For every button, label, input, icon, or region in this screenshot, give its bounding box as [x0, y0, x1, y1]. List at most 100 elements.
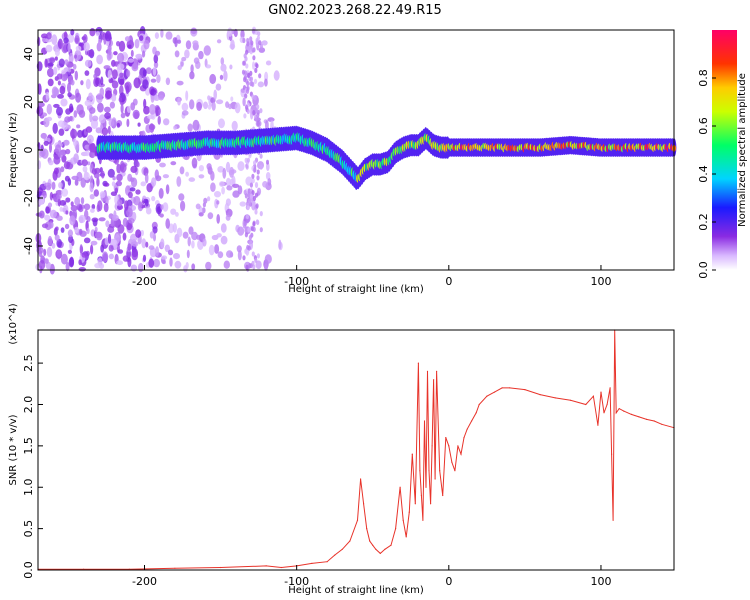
spectrogram-cell — [95, 31, 101, 37]
spectrogram-cell — [76, 124, 81, 129]
spectrogram-cell — [91, 168, 97, 175]
snr-point — [425, 486, 427, 488]
spectrogram-cell — [219, 74, 224, 80]
spectrogram-cell — [147, 114, 155, 120]
snr-series — [37, 329, 675, 570]
spectrogram-cell — [258, 73, 262, 79]
spectrogram-cell — [64, 223, 70, 230]
spectrogram-cell — [254, 257, 258, 263]
spectrogram-cell — [191, 231, 198, 241]
spectrogram-cell — [54, 56, 58, 61]
spectrogram-cell — [38, 250, 43, 258]
spectrogram-cell — [132, 109, 140, 120]
spectrogram-cell — [189, 99, 195, 110]
spectrogram-cell — [220, 57, 225, 65]
spectrogram-cell — [173, 253, 180, 260]
spectrogram-cell — [116, 163, 121, 174]
spectrogram-cell — [94, 226, 98, 233]
spectrogram-cell — [46, 103, 52, 115]
snr-point — [646, 418, 648, 420]
snr-point — [220, 566, 222, 569]
spectrogram-cell — [116, 122, 121, 128]
snr-x-label: Height of straight line (km) — [288, 585, 424, 596]
spectrogram-cell — [251, 173, 255, 179]
spectrogram-cell — [129, 177, 135, 183]
spectrogram-cell — [188, 226, 194, 235]
spectrogram-cell — [122, 255, 129, 262]
spectrogram-cell — [78, 109, 86, 118]
spectrogram-cell — [91, 204, 96, 210]
spectrogram-cell — [252, 110, 256, 116]
spectrogram-cell — [43, 140, 49, 146]
spectrogram-cell — [100, 170, 105, 179]
spectrogram-cell — [245, 63, 249, 69]
spectrogram-cell — [145, 207, 152, 215]
spectrogram-y-tick-label: 40 — [22, 47, 35, 61]
snr-point — [419, 470, 421, 472]
snr-point — [585, 403, 587, 406]
spectrogram-cell — [203, 45, 211, 56]
spectrogram-cell — [65, 197, 71, 203]
spectrogram-cell — [53, 103, 60, 108]
spectrogram-cell — [148, 245, 155, 250]
spectrogram-cell — [217, 251, 224, 259]
spectrogram-cell — [41, 33, 48, 39]
colorbar-tick-label: 0.2 — [697, 213, 710, 231]
snr-point — [349, 540, 351, 542]
spectrogram-cell — [82, 165, 88, 173]
snr-y-tick-label: 0.5 — [22, 520, 35, 538]
spectrogram-cell — [127, 243, 132, 251]
spectrogram-cell — [65, 210, 69, 215]
spectrogram-cell — [165, 184, 170, 195]
spectrogram-cell — [130, 165, 138, 173]
spectrogram-cell — [107, 233, 112, 244]
spectrogram-cell — [177, 97, 181, 106]
spectrogram-cell — [225, 177, 231, 187]
spectrogram-cell — [78, 216, 84, 224]
spectrogram-cell — [242, 37, 246, 44]
spectrogram-cell — [254, 181, 259, 188]
spectrogram-cell — [70, 79, 75, 86]
spectrogram-cell — [192, 119, 200, 131]
spectrogram-cell — [165, 77, 171, 86]
snr-point — [623, 410, 625, 412]
snr-point — [174, 567, 176, 569]
snr-point — [402, 519, 404, 521]
spectrogram-cell — [128, 58, 134, 63]
snr-x-tick-label: 100 — [590, 575, 611, 588]
snr-y-ticks: 0.0 0.5 1.0 1.5 2.0 2.5 — [22, 354, 43, 579]
snr-point — [375, 548, 377, 550]
snr-point — [434, 478, 436, 480]
spectrogram-cell — [259, 211, 263, 217]
spectrogram-cell — [243, 221, 247, 227]
snr-point — [451, 461, 453, 463]
spectrogram-cell — [176, 227, 183, 238]
spectrogram-cell — [119, 72, 124, 78]
spectrogram-cell — [139, 35, 144, 41]
spectrogram-cell — [220, 63, 227, 72]
spectrogram-cell — [211, 101, 216, 111]
snr-point — [611, 453, 613, 455]
spectrogram-cell — [198, 165, 204, 172]
chart-title: GN02.2023.268.22.49.R15 — [268, 3, 442, 18]
snr-point — [405, 536, 407, 538]
spectrogram-cell — [160, 29, 164, 38]
spectrogram-cell — [138, 262, 144, 273]
spectrogram-cell — [105, 90, 112, 99]
spectrogram-cell — [49, 142, 52, 153]
spectrogram-cell — [116, 260, 124, 266]
spectrogram-cell — [103, 65, 111, 70]
spectrogram-cell — [237, 161, 245, 172]
spectrogram-cell — [203, 101, 208, 110]
snr-point — [478, 403, 480, 406]
snr-point — [661, 423, 663, 425]
spectrogram-cell — [257, 31, 261, 37]
spectrogram-cell — [229, 64, 233, 70]
spectrogram-cell — [67, 33, 75, 43]
spectrogram-cell — [52, 122, 58, 134]
spectrogram-cell — [244, 226, 248, 232]
spectrogram-cell — [126, 69, 131, 78]
spectrogram-cell — [220, 235, 228, 245]
snr-frame — [37, 329, 675, 571]
